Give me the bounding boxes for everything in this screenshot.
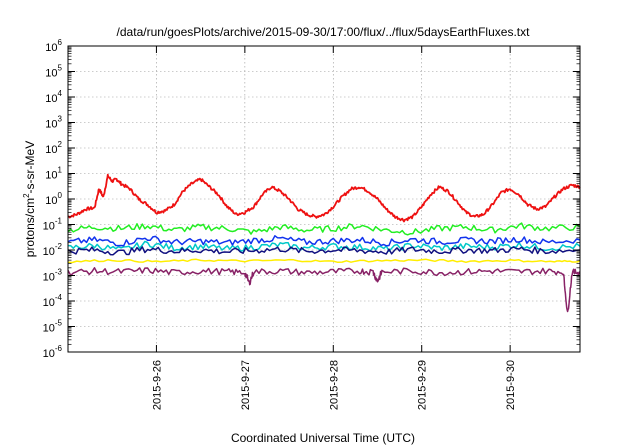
y-tick-label: 10-2 xyxy=(43,242,63,258)
series-line-6 xyxy=(67,258,581,264)
y-axis-label: protons/cm2-s-sr-MeV xyxy=(22,141,37,257)
x-tick-label: 2015-9-28 xyxy=(328,360,340,410)
y-tick-label: 104 xyxy=(45,89,62,105)
x-tick-label: 2015-9-29 xyxy=(417,360,429,410)
series-line-7 xyxy=(67,267,581,313)
y-tick-label: 106 xyxy=(45,38,62,54)
x-tick-label: 2015-9-26 xyxy=(151,360,163,410)
y-tick-label: 10-3 xyxy=(43,268,63,284)
y-tick-label: 10-5 xyxy=(43,319,63,335)
x-tick-label: 2015-9-30 xyxy=(505,360,517,410)
y-tick-label: 10-1 xyxy=(43,217,63,233)
y-tick-label: 100 xyxy=(45,191,62,207)
series-line-1 xyxy=(67,173,581,223)
x-axis-label: Coordinated Universal Time (UTC) xyxy=(231,431,415,445)
x-axis: 2015-9-26 2015-9-27 2015-9-28 2015-9-29 2015… xyxy=(151,46,517,410)
y-tick-label: 105 xyxy=(45,64,62,80)
y-axis-label-main: protons/cm xyxy=(23,198,37,257)
y-axis: 10-6 10-5 10-4 10-3 10-2 10-1 100 101 102 103 104 1… xyxy=(43,38,580,360)
grid xyxy=(68,46,580,352)
y-tick-label: 101 xyxy=(45,166,62,182)
series-group xyxy=(67,173,581,313)
y-tick-label: 102 xyxy=(45,140,62,156)
y-tick-label: 103 xyxy=(45,115,62,131)
y-axis-label-exponent: 2 xyxy=(22,193,31,198)
series-line-4 xyxy=(67,235,581,247)
y-axis-label-rest: -s-sr-MeV xyxy=(23,141,37,194)
y-tick-label: 10-6 xyxy=(43,344,63,360)
series-line-2 xyxy=(67,222,581,236)
x-tick-label: 2015-9-27 xyxy=(240,360,252,410)
y-tick-label: 10-4 xyxy=(43,293,63,309)
series-line-5 xyxy=(67,246,581,256)
chart-title: /data/run/goesPlots/archive/2015-09-30/1… xyxy=(117,25,531,39)
